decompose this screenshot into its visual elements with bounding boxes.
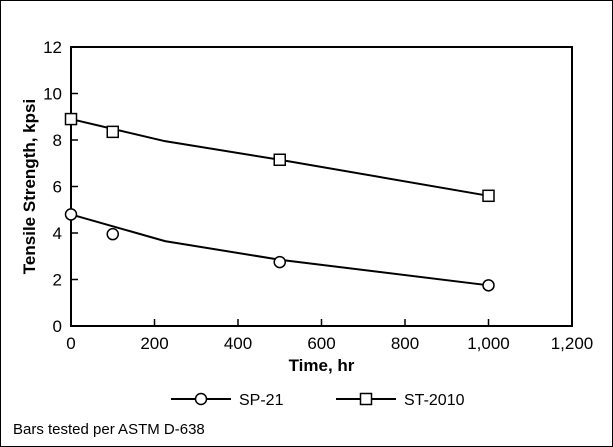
data-point-st-2010: [273, 153, 286, 167]
x-tick-label: 1,000: [467, 334, 510, 353]
data-point-st-2010: [106, 125, 119, 139]
x-tick-label: 600: [307, 334, 335, 353]
y-axis-label: Tensile Strength, kpsi: [20, 99, 39, 274]
x-tick-label: 1,200: [551, 334, 594, 353]
x-axis-label: Time, hr: [289, 356, 355, 375]
test-note: Bars tested per ASTM D-638: [13, 421, 205, 438]
series-line-sp-21: [70, 213, 489, 287]
y-tick-label: 8: [53, 131, 62, 150]
legend-circle-icon: [194, 392, 208, 406]
x-tick-label: 0: [66, 334, 75, 353]
y-tick-label: 6: [53, 178, 62, 197]
legend-square-icon: [359, 392, 373, 406]
y-tick-label: 12: [43, 38, 62, 57]
data-point-sp-21: [482, 279, 495, 292]
plot-area: [70, 46, 573, 327]
legend-label: SP-21: [239, 392, 284, 409]
y-tick-label: 0: [53, 317, 62, 336]
y-tick-label: 2: [53, 271, 62, 290]
data-point-st-2010: [482, 189, 495, 203]
legend-label: ST-2010: [404, 392, 465, 409]
data-point-sp-21: [273, 255, 286, 269]
data-point-sp-21: [64, 208, 78, 221]
y-tick-label: 4: [53, 224, 62, 243]
x-tick-label: 200: [140, 334, 168, 353]
y-tick-label: 10: [43, 85, 62, 104]
data-point-st-2010: [64, 112, 78, 126]
data-point-sp-21: [106, 227, 119, 241]
x-tick-label: 800: [391, 334, 419, 353]
x-tick-label: 400: [224, 334, 252, 353]
